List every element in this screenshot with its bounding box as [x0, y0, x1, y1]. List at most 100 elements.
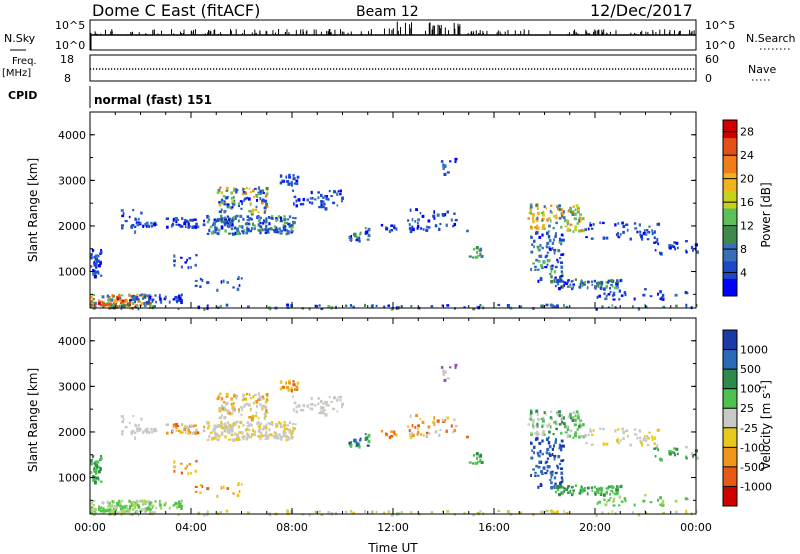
velocity-echo-cell: [558, 410, 562, 414]
velocity-echo-cell: [288, 421, 292, 425]
power-echo-cell: [106, 303, 109, 306]
power-echo-cell: [337, 190, 340, 193]
velocity-y-tick-label: 3000: [58, 380, 86, 393]
power-echo-cell: [230, 227, 234, 231]
power-echo-cell: [571, 210, 575, 213]
power-echo-cell: [254, 227, 256, 230]
velocity-echo-cell: [695, 509, 698, 513]
velocity-echo-cell: [547, 436, 550, 439]
power-echo-cell: [534, 226, 537, 229]
power-x-ticks: [89, 112, 697, 308]
power-echo-cell: [534, 268, 537, 272]
power-echo-cell: [560, 270, 563, 274]
velocity-echo-cell: [565, 488, 568, 491]
power-echo-cell: [216, 288, 219, 292]
power-echo-cell: [554, 265, 558, 269]
velocity-echo-cell: [593, 491, 597, 495]
velocity-echo-cell: [629, 443, 632, 447]
velocity-echo-cell: [251, 414, 255, 418]
power-echo-cell: [586, 286, 589, 290]
velocity-echo-cell: [545, 413, 548, 416]
velocity-colorbar-label: Velocity [m s-1]: [759, 380, 774, 470]
velocity-echo-cell: [549, 471, 553, 474]
velocity-echo-cell: [195, 459, 198, 463]
velocity-echo-cell: [190, 471, 192, 475]
power-echo-cell: [634, 227, 638, 230]
power-echo-cell: [549, 272, 552, 276]
velocity-x-tick-label: 08:00: [276, 521, 308, 534]
velocity-echo-cell: [441, 510, 444, 513]
velocity-echo-cell: [276, 436, 280, 440]
power-echo-cell: [173, 263, 176, 267]
velocity-echo-cell: [632, 511, 634, 515]
power-echo-cell: [560, 238, 563, 242]
velocity-echo-cell: [234, 437, 237, 442]
power-colorbar-swatch: [723, 172, 737, 191]
velocity-echo-cell: [106, 509, 109, 512]
velocity-echo-cell: [187, 428, 190, 432]
power-echo-cell: [564, 225, 568, 228]
power-echo-cell: [225, 189, 229, 192]
velocity-colorbar-tick-label: -100: [740, 441, 765, 454]
power-echo-cell: [255, 198, 258, 202]
power-echo-cell: [221, 201, 225, 205]
power-echo-cell: [537, 259, 541, 263]
power-echo-cell: [229, 221, 232, 225]
power-echo-cell: [332, 201, 336, 205]
velocity-echo-cell: [232, 409, 236, 412]
power-echo-cell: [308, 307, 311, 311]
power-echo-cell: [134, 301, 137, 304]
velocity-echo-cell: [203, 425, 206, 429]
power-echo-cell: [242, 218, 245, 221]
velocity-echo-cell: [227, 430, 231, 433]
velocity-echo-cell: [283, 421, 286, 424]
velocity-echo-cell: [655, 446, 658, 450]
power-echo-cell: [234, 226, 237, 230]
velocity-echo-cell: [529, 409, 533, 413]
power-echo-cell: [654, 249, 657, 252]
power-echo-cell: [592, 223, 595, 226]
velocity-echo-cell: [332, 396, 337, 400]
velocity-echo-cell: [90, 471, 93, 474]
velocity-echo-cell: [358, 442, 361, 446]
velocity-echo-cell: [110, 504, 114, 508]
velocity-echo-cell: [121, 505, 125, 508]
power-echo-cell: [90, 256, 93, 260]
power-echo-cell: [536, 206, 539, 210]
power-echo-cell: [668, 243, 672, 248]
power-echo-cell: [572, 205, 575, 208]
power-echo-cell: [554, 232, 558, 236]
velocity-echo-cell: [324, 400, 326, 403]
power-echo-cell: [175, 223, 178, 226]
velocity-echo-cell: [178, 502, 182, 506]
velocity-echo-cell: [224, 416, 227, 419]
velocity-echo-cell: [530, 432, 533, 436]
power-echo-cell: [553, 305, 556, 309]
velocity-echo-cell: [219, 425, 222, 429]
power-echo-cell: [97, 264, 101, 268]
power-echo-cell: [181, 217, 184, 220]
velocity-echo-cell: [208, 434, 211, 439]
velocity-echo-cell: [564, 431, 568, 434]
velocity-echo-cell: [674, 453, 677, 457]
velocity-echo-cell: [292, 427, 296, 431]
velocity-echo-cell: [136, 504, 140, 507]
power-echo-cell: [283, 225, 287, 228]
power-echo-cell: [235, 190, 238, 194]
power-echo-cell: [286, 218, 290, 221]
velocity-echo-cell: [93, 481, 97, 485]
power-echo-cell: [621, 221, 624, 225]
power-echo-cell: [189, 218, 193, 222]
velocity-echo-cell: [258, 424, 262, 428]
power-echo-cell: [390, 224, 394, 227]
power-echo-cell: [137, 307, 140, 311]
velocity-echo-cell: [264, 437, 267, 441]
velocity-echo-cell: [248, 393, 251, 396]
velocity-echo-cell: [197, 511, 201, 516]
velocity-echo-cell: [555, 410, 558, 413]
velocity-echo-cell: [639, 439, 642, 443]
velocity-echo-cell: [408, 433, 412, 436]
velocity-echo-cell: [286, 509, 289, 513]
velocity-echo-cell: [90, 509, 93, 512]
power-echo-cell: [446, 210, 450, 214]
